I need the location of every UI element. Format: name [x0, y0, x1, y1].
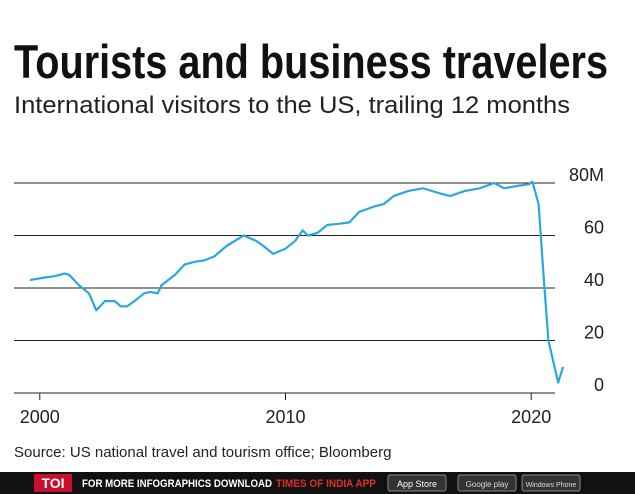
- y-tick-label: 80M: [569, 165, 604, 185]
- x-tick-label: 2000: [20, 407, 60, 427]
- x-tick-label: 2020: [511, 407, 551, 427]
- x-tick-label: 2010: [265, 407, 305, 427]
- data-line: [29, 180, 565, 384]
- y-tick-label: 20: [584, 323, 604, 343]
- y-tick-label: 0: [594, 375, 604, 395]
- badge[interactable]: [457, 474, 517, 492]
- badge-label: Google play: [466, 480, 509, 489]
- y-tick-label: 40: [584, 270, 604, 290]
- footer-text: FOR MORE INFOGRAPHICS DOWNLOAD: [82, 478, 272, 490]
- footer-app: TIMES OF INDIA APP: [276, 478, 376, 490]
- y-tick-label: 60: [584, 218, 604, 238]
- logo: TOI: [41, 475, 64, 491]
- chart-subtitle: International visitors to the US, traili…: [14, 92, 570, 119]
- chart-title: Tourists and business travelers: [14, 35, 608, 88]
- badge-label: Windows Phone: [526, 482, 577, 489]
- badge[interactable]: [521, 474, 581, 492]
- source-note: Source: US national travel and tourism o…: [14, 444, 391, 461]
- badge[interactable]: [387, 474, 447, 492]
- badge-label: App Store: [397, 479, 437, 489]
- logo-box: [34, 474, 72, 492]
